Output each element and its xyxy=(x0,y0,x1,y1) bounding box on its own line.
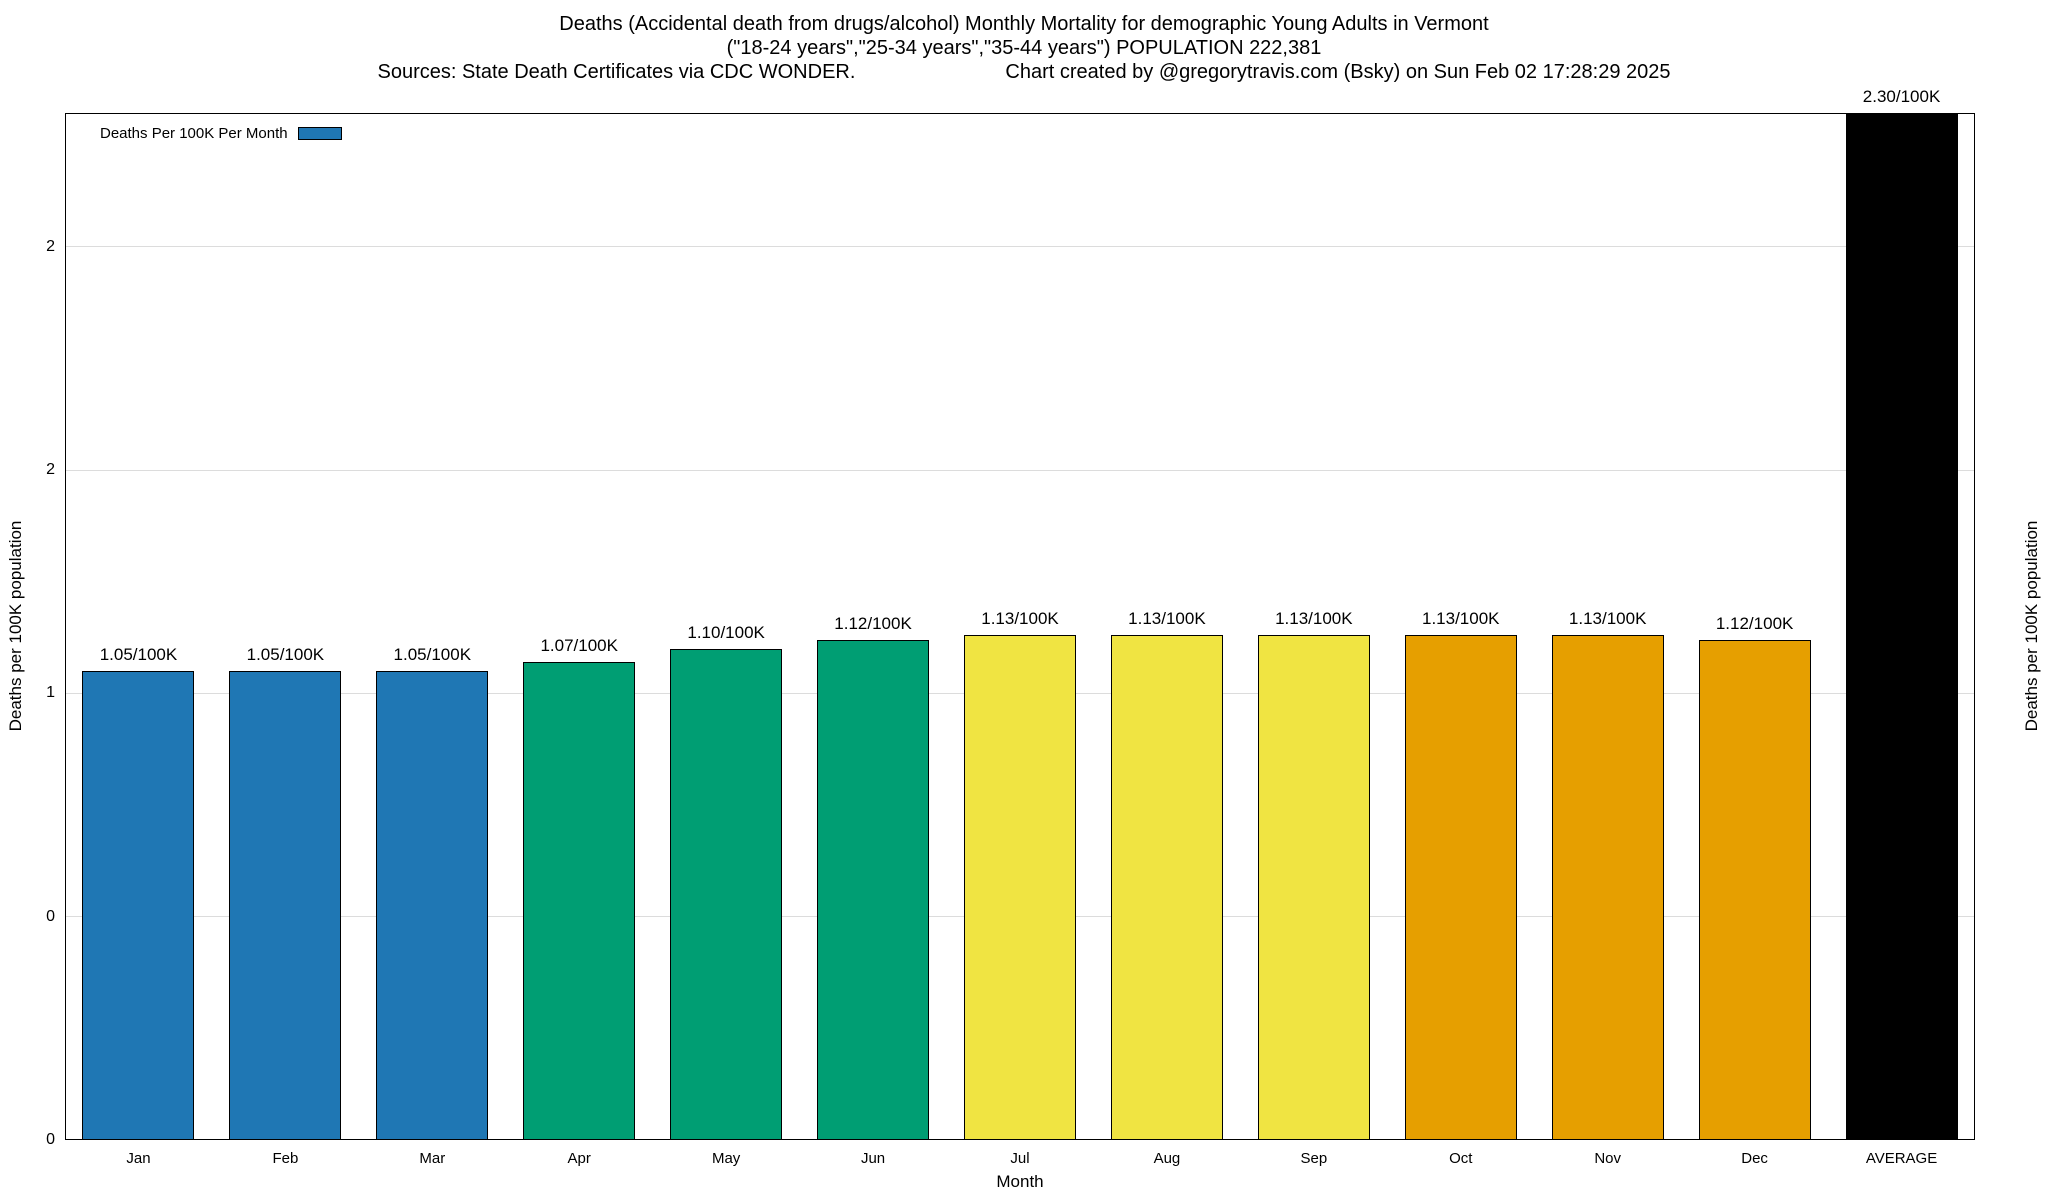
y-tick-label: 1 xyxy=(46,684,55,702)
chart-bar xyxy=(523,662,636,1140)
chart-bar xyxy=(670,648,783,1140)
chart-source-line: Sources: State Death Certificates via CD… xyxy=(0,60,2048,84)
chart-title: Deaths (Accidental death from drugs/alco… xyxy=(559,13,1489,35)
chart-bar xyxy=(1110,635,1223,1140)
bar-value-label: 1.13/100K xyxy=(1128,609,1206,629)
chart-bar xyxy=(817,639,930,1140)
x-tick-label: Sep xyxy=(1300,1150,1328,1167)
x-tick-label: Oct xyxy=(1449,1150,1473,1167)
gridline xyxy=(65,469,1975,471)
plot-border xyxy=(65,113,1975,1140)
chart-bar xyxy=(1698,639,1811,1140)
bar-value-label: 1.10/100K xyxy=(687,622,765,642)
legend-label: Deaths Per 100K Per Month xyxy=(100,125,288,142)
x-tick-label: Jan xyxy=(126,1150,151,1167)
y-tick-label: 0 xyxy=(46,1131,55,1148)
bar-value-label: 2.30/100K xyxy=(1862,87,1941,106)
y-tick-label: 2 xyxy=(46,461,55,479)
x-tick-label: AVERAGE xyxy=(1865,1150,1938,1167)
x-tick-label: Nov xyxy=(1594,1150,1622,1167)
x-tick-label: Aug xyxy=(1153,1150,1181,1167)
x-tick-label: May xyxy=(711,1150,741,1167)
x-tick-label: Mar xyxy=(419,1150,446,1167)
chart-bar xyxy=(376,671,489,1140)
bar-value-label: 1.13/100K xyxy=(981,609,1059,629)
legend-swatch-icon xyxy=(297,127,342,140)
chart-bar xyxy=(964,635,1076,1140)
x-axis-label: Month xyxy=(996,1172,1044,1191)
chart-subtitle: ("18-24 years","25-34 years","35-44 year… xyxy=(726,37,1322,59)
bar-value-label: 1.05/100K xyxy=(393,645,472,665)
x-tick-label: Dec xyxy=(1741,1150,1768,1167)
x-tick-label: Jun xyxy=(860,1150,886,1167)
y-tick-label: 0 xyxy=(46,907,55,925)
chart-bar xyxy=(82,671,195,1140)
chart-sources: Sources: State Death Certificates via CD… xyxy=(377,61,856,83)
gridline xyxy=(65,246,1975,248)
chart-legend: Deaths Per 100K Per Month xyxy=(100,125,342,142)
chart-bar xyxy=(229,671,342,1140)
chart-bar xyxy=(1404,635,1517,1140)
bar-value-label: 1.13/100K xyxy=(1568,609,1647,629)
bar-value-label: 1.13/100K xyxy=(1422,609,1500,629)
x-tick-label: Apr xyxy=(567,1150,591,1167)
x-tick-label: Feb xyxy=(272,1150,299,1167)
bar-value-label: 1.05/100K xyxy=(99,645,178,665)
chart-bar xyxy=(1257,635,1370,1140)
bar-value-label: 1.07/100K xyxy=(540,636,618,656)
bar-value-label: 1.12/100K xyxy=(1715,613,1794,633)
chart-credit: Chart created by @gregorytravis.com (Bsk… xyxy=(1005,61,1671,83)
y-tick-label: 2 xyxy=(46,237,55,255)
y-axis-label-right: Deaths per 100K population xyxy=(2022,520,2041,732)
bar-value-label: 1.12/100K xyxy=(834,613,912,633)
x-tick-label: Jul xyxy=(1010,1150,1030,1167)
bar-value-label: 1.13/100K xyxy=(1275,609,1353,629)
chart-bar xyxy=(1845,113,1958,1140)
bar-value-label: 1.05/100K xyxy=(246,645,325,665)
